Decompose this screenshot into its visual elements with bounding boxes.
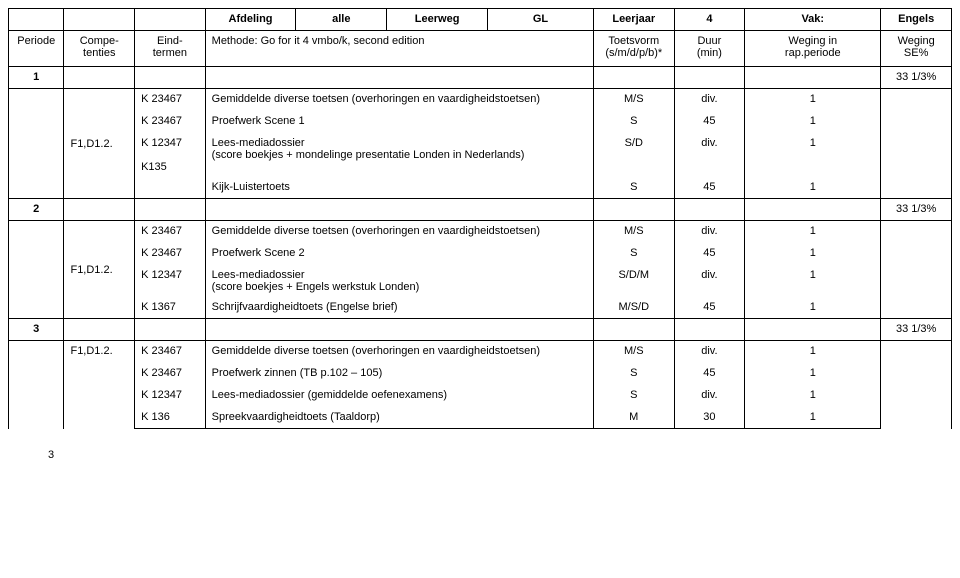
- p1-r3-d: div.: [674, 133, 745, 177]
- weging-se-label: Weging SE%: [881, 31, 952, 67]
- p1-r4-w: 1: [745, 177, 881, 199]
- leerjaar-label: Leerjaar: [593, 9, 674, 31]
- afdeling-label: Afdeling: [205, 9, 296, 31]
- p2-r1-desc: Gemiddelde diverse toetsen (overhoringen…: [205, 221, 593, 243]
- p2-r4-desc: Schrijfvaardigheidtoets (Engelse brief): [205, 297, 593, 319]
- vak-value: Engels: [881, 9, 952, 31]
- p2-r3-w: 1: [745, 265, 881, 297]
- p2-r1-code: K 23467: [135, 221, 206, 243]
- period-3-num: 3: [9, 319, 64, 341]
- p1-r1-w: 1: [745, 89, 881, 111]
- p1-r3-sub: (score boekjes + mondelinge presentatie …: [212, 149, 525, 161]
- p3-r3-desc: Lees-mediadossier (gemiddelde oefenexame…: [205, 385, 593, 407]
- p3-r2-w: 1: [745, 363, 881, 385]
- p3-r2-desc: Proefwerk zinnen (TB p.102 – 105): [205, 363, 593, 385]
- periode-label: Periode: [9, 31, 64, 67]
- eind-label: Eind- termen: [135, 31, 206, 67]
- p1-r4-d: 45: [674, 177, 745, 199]
- compe-label: Compe- tenties: [64, 31, 135, 67]
- p1-r1-code: K 23467: [135, 89, 206, 111]
- p2-r3-code: K 12347: [135, 265, 206, 297]
- p1-r1-tv: M/S: [593, 89, 674, 111]
- p1-r3-code: K 12347: [141, 137, 182, 149]
- p3-r4-desc: Spreekvaardigheidtoets (Taaldorp): [205, 407, 593, 429]
- p2-r3-tv: S/D/M: [593, 265, 674, 297]
- p1-r3-w: 1: [745, 133, 881, 177]
- p3-r2-d: 45: [674, 363, 745, 385]
- vak-label: Vak:: [745, 9, 881, 31]
- period-2-se: 33 1/3%: [881, 199, 952, 221]
- p2-r4-d: 45: [674, 297, 745, 319]
- period-1-se: 33 1/3%: [881, 67, 952, 89]
- period-1-num: 1: [9, 67, 64, 89]
- p3-r4-w: 1: [745, 407, 881, 429]
- afdeling-value: alle: [296, 9, 387, 31]
- p1-r2-w: 1: [745, 111, 881, 133]
- p2-r1-w: 1: [745, 221, 881, 243]
- p2-r2-code: K 23467: [135, 243, 206, 265]
- p1-r2-desc: Proefwerk Scene 1: [205, 111, 593, 133]
- p2-r2-tv: S: [593, 243, 674, 265]
- leerweg-value: GL: [488, 9, 594, 31]
- p3-r1-d: div.: [674, 341, 745, 363]
- p2-r4-tv: M/S/D: [593, 297, 674, 319]
- weging-in-label: Weging in rap.periode: [745, 31, 881, 67]
- p2-r3-desc: Lees-mediadossier: [212, 269, 305, 281]
- p3-r3-w: 1: [745, 385, 881, 407]
- p3-r1-code: K 23467: [135, 341, 206, 363]
- p3-r1-desc: Gemiddelde diverse toetsen (overhoringen…: [205, 341, 593, 363]
- period-2-num: 2: [9, 199, 64, 221]
- p3-r1-tv: M/S: [593, 341, 674, 363]
- period-3-se: 33 1/3%: [881, 319, 952, 341]
- leerweg-label: Leerweg: [387, 9, 488, 31]
- p2-r4-code: K 1367: [135, 297, 206, 319]
- p3-r3-code: K 12347: [135, 385, 206, 407]
- p3-r3-tv: S: [593, 385, 674, 407]
- p3-r2-code: K 23467: [135, 363, 206, 385]
- p1-r2-d: 45: [674, 111, 745, 133]
- p1-r2-tv: S: [593, 111, 674, 133]
- p2-comp: F1,D1.2.: [64, 221, 135, 319]
- p2-r2-desc: Proefwerk Scene 2: [205, 243, 593, 265]
- toetsvorm-label: Toetsvorm (s/m/d/p/b)*: [593, 31, 674, 67]
- p2-r2-w: 1: [745, 243, 881, 265]
- methode-label: Methode: Go for it 4 vmbo/k, second edit…: [205, 31, 593, 67]
- p3-r4-d: 30: [674, 407, 745, 429]
- p2-r1-d: div.: [674, 221, 745, 243]
- p1-r4-desc: Kijk-Luistertoets: [205, 177, 593, 199]
- p2-r1-tv: M/S: [593, 221, 674, 243]
- p2-r4-w: 1: [745, 297, 881, 319]
- p1-r1-d: div.: [674, 89, 745, 111]
- p3-r3-d: div.: [674, 385, 745, 407]
- p2-r2-d: 45: [674, 243, 745, 265]
- p2-r3-d: div.: [674, 265, 745, 297]
- p1-r3-desc: Lees-mediadossier: [212, 137, 305, 149]
- p3-r2-tv: S: [593, 363, 674, 385]
- p1-r4-code: K135: [141, 161, 167, 173]
- p1-r1-desc: Gemiddelde diverse toetsen (overhoringen…: [205, 89, 593, 111]
- p1-r4-tv: S: [593, 177, 674, 199]
- curriculum-table: Afdeling alle Leerweg GL Leerjaar 4 Vak:…: [8, 8, 952, 429]
- p2-r3-sub: (score boekjes + Engels werkstuk Londen): [212, 281, 420, 293]
- p3-r1-w: 1: [745, 341, 881, 363]
- page-number: 3: [8, 449, 952, 461]
- p3-r4-tv: M: [593, 407, 674, 429]
- duur-label: Duur (min): [674, 31, 745, 67]
- p1-comp: F1,D1.2.: [64, 89, 135, 199]
- p3-r4-code: K 136: [135, 407, 206, 429]
- p3-comp: F1,D1.2.: [64, 341, 135, 429]
- leerjaar-value: 4: [674, 9, 745, 31]
- p1-r2-code: K 23467: [135, 111, 206, 133]
- p1-r3-tv: S/D: [593, 133, 674, 177]
